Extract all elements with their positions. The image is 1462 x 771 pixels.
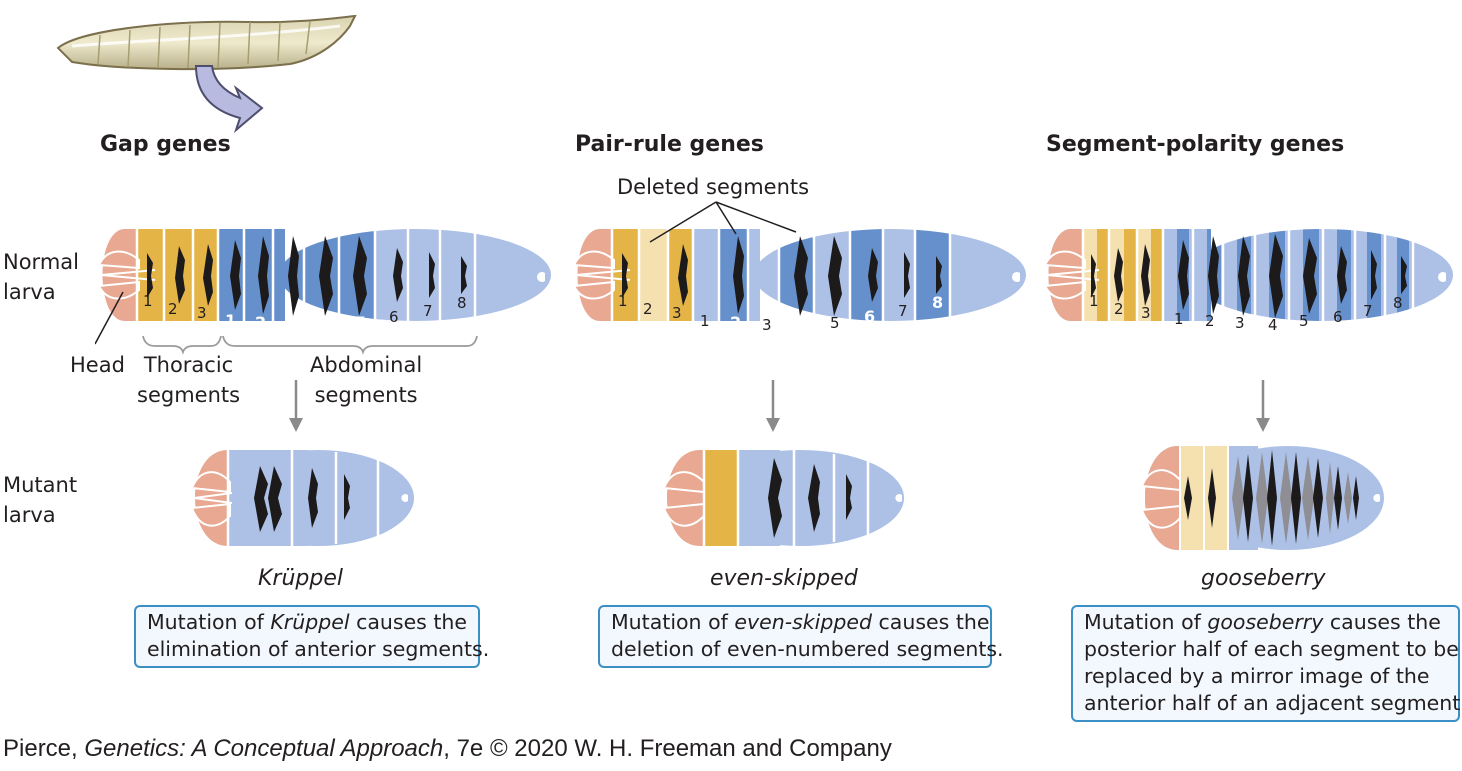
abdominal-segments-label: Abdominal segments xyxy=(310,353,423,407)
mutant-larva-gooseberry xyxy=(1140,446,1384,550)
seg-number: 6 xyxy=(1333,308,1343,326)
segment-polarity-genes-header: Segment-polarity genes xyxy=(1046,132,1345,157)
larva-photo xyxy=(56,14,357,134)
seg-number: 1 xyxy=(700,312,710,330)
thoracic-segments-label: Thoracic segments xyxy=(137,353,241,407)
seg-number: 1 xyxy=(618,292,628,310)
down-arrow-icon xyxy=(766,380,780,432)
seg-number: 1 xyxy=(1174,310,1184,328)
gene-name-gooseberry: gooseberry xyxy=(1201,566,1326,591)
seg-number: 3 xyxy=(197,304,207,322)
normal-larva-gap: 1 2 3 1 2 3 4 5 6 7 8 xyxy=(95,226,551,355)
seg-number: 7 xyxy=(898,302,908,320)
seg-number: 1 xyxy=(1089,292,1099,310)
seg-number: 6 xyxy=(389,308,399,326)
seg-number: 4 xyxy=(319,315,330,334)
mutant-larva-kruppel xyxy=(190,450,414,546)
seg-number: 4 xyxy=(794,315,805,334)
deleted-segments-label: Deleted segments xyxy=(617,175,810,199)
credit-line: Pierce, Genetics: A Conceptual Approach,… xyxy=(3,735,892,762)
gap-genes-header: Gap genes xyxy=(100,132,231,157)
seg-number: 3 xyxy=(1235,314,1245,332)
seg-number: 2 xyxy=(730,313,741,332)
pair-rule-genes-header: Pair-rule genes xyxy=(575,132,764,157)
seg-number: 1 xyxy=(225,311,236,330)
seg-number: 3 xyxy=(672,304,682,322)
down-arrow-icon xyxy=(289,380,303,432)
gene-name-even-skipped: even-skipped xyxy=(710,566,858,591)
seg-number: 2 xyxy=(168,300,178,318)
curved-arrow-icon xyxy=(194,65,264,134)
caption-box-gooseberry: Mutation of gooseberry causes the poster… xyxy=(1071,605,1462,722)
caption-box-even-skipped: Mutation of even-skipped causes the dele… xyxy=(598,605,1004,668)
seg-number: 2 xyxy=(1205,312,1215,330)
down-arrow-icon xyxy=(1256,380,1270,432)
normal-larva-label: Normal larva xyxy=(3,250,79,304)
seg-number: 8 xyxy=(457,294,467,312)
seg-number: 2 xyxy=(255,313,266,332)
seg-number: 7 xyxy=(423,302,433,320)
seg-number: 5 xyxy=(355,313,366,332)
seg-number: 2 xyxy=(1114,300,1124,318)
seg-number: 4 xyxy=(1268,316,1278,334)
seg-number: 3 xyxy=(1141,304,1151,322)
head-label: Head xyxy=(70,353,125,377)
seg-number: 1 xyxy=(143,292,153,310)
seg-number: 3 xyxy=(762,316,772,334)
seg-number: 6 xyxy=(864,307,875,326)
mutant-larva-label: Mutant larva xyxy=(3,473,78,527)
gene-name-kruppel: Krüppel xyxy=(258,566,343,591)
seg-number: 5 xyxy=(830,314,840,332)
seg-number: 5 xyxy=(1299,312,1309,330)
caption-box-kruppel: Mutation of Krüppel causes the eliminati… xyxy=(134,605,489,668)
seg-number: 8 xyxy=(1393,294,1403,312)
normal-larva-segment-polarity: 1 2 3 1 2 3 4 5 6 7 8 xyxy=(1043,226,1453,334)
seg-number: 2 xyxy=(643,300,653,318)
seg-number: 3 xyxy=(287,315,298,334)
normal-larva-pair-rule: 1 2 3 1 3 5 7 2 4 6 8 xyxy=(572,201,1026,334)
seg-number: 8 xyxy=(932,293,943,312)
mutant-larva-even-skipped xyxy=(662,450,904,546)
seg-number: 7 xyxy=(1363,302,1373,320)
